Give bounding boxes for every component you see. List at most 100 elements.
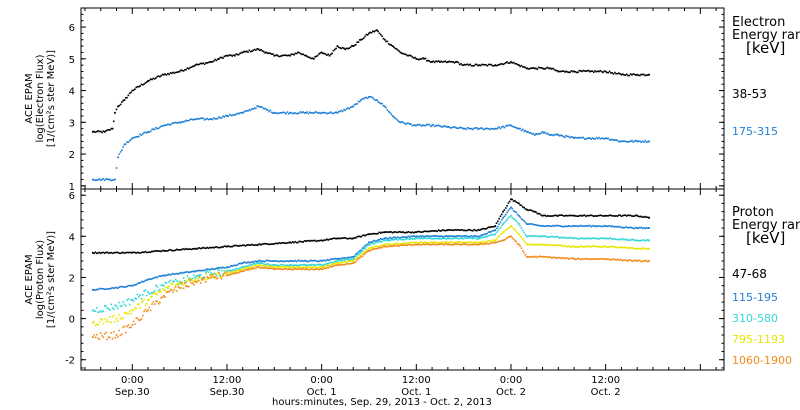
data-point [169, 124, 172, 126]
data-point [362, 234, 365, 236]
data-point [123, 286, 126, 289]
data-point [598, 258, 600, 260]
data-point [239, 271, 241, 273]
data-point [142, 294, 144, 296]
data-point [166, 274, 169, 276]
data-point [458, 241, 461, 243]
data-point [385, 245, 387, 248]
data-point [161, 287, 164, 290]
data-point [333, 237, 336, 240]
data-point [473, 127, 475, 130]
data-point [320, 111, 323, 114]
data-point [482, 128, 485, 131]
data-point [105, 130, 107, 132]
data-point [226, 54, 228, 57]
data-point [119, 252, 122, 255]
data-point [387, 245, 390, 247]
data-point [470, 235, 473, 237]
data-point [230, 245, 232, 248]
data-point [281, 54, 283, 57]
data-point [284, 264, 286, 267]
data-point [328, 265, 331, 268]
data-point [377, 232, 379, 235]
data-point [340, 262, 343, 264]
data-point [355, 257, 357, 260]
data-point [270, 265, 273, 268]
data-point [500, 126, 503, 128]
data-point [370, 233, 373, 235]
data-point [511, 125, 514, 128]
data-point [249, 266, 252, 269]
data-point [586, 214, 589, 217]
data-point [223, 245, 226, 248]
data-point [349, 259, 352, 262]
data-point [291, 53, 294, 56]
data-point [327, 259, 330, 262]
data-point [228, 54, 231, 56]
data-point [174, 273, 177, 275]
data-point [197, 117, 199, 120]
data-point [443, 244, 445, 246]
data-point [337, 261, 340, 264]
data-point [599, 214, 602, 216]
data-point [195, 269, 198, 272]
data-point [390, 237, 393, 240]
data-point [587, 69, 590, 72]
data-point [323, 267, 326, 269]
data-point [536, 212, 539, 215]
data-point [581, 237, 583, 240]
data-point [341, 110, 344, 113]
data-point [558, 256, 561, 259]
data-point [285, 267, 287, 270]
data-point [524, 208, 527, 210]
data-point [226, 270, 228, 273]
data-point [232, 272, 235, 274]
data-point [148, 131, 151, 133]
data-point [226, 274, 228, 277]
data-point [327, 239, 330, 241]
data-point [156, 75, 159, 78]
data-point [532, 255, 535, 258]
data-point [445, 238, 448, 240]
data-point [247, 110, 249, 112]
data-point [462, 237, 465, 240]
data-point [525, 67, 528, 70]
data-point [341, 263, 344, 266]
data-point [515, 240, 518, 243]
data-point [127, 251, 130, 254]
data-point [537, 255, 540, 258]
data-point [248, 244, 251, 246]
data-point [117, 156, 119, 159]
data-point [557, 236, 560, 238]
data-point [248, 268, 251, 270]
data-point [368, 243, 370, 246]
data-point [341, 237, 344, 240]
data-point [280, 112, 282, 114]
data-point [297, 268, 299, 270]
data-point [237, 267, 240, 270]
data-point [282, 241, 285, 244]
data-point [248, 261, 251, 264]
data-point [130, 284, 132, 287]
data-point [407, 243, 410, 246]
data-point [161, 284, 164, 286]
data-point [644, 260, 646, 262]
data-point [545, 235, 548, 238]
data-point [255, 264, 257, 267]
data-point [237, 262, 240, 265]
data-point [411, 244, 414, 246]
data-point [276, 112, 278, 114]
data-point [640, 141, 642, 143]
proton-series-795-1193 [91, 225, 650, 327]
data-point [558, 214, 561, 216]
data-point [93, 289, 95, 291]
data-point [507, 62, 510, 64]
data-point [403, 236, 406, 239]
data-point [206, 117, 209, 120]
data-point [322, 111, 324, 114]
data-point [299, 267, 302, 270]
data-point [348, 262, 351, 265]
data-point [489, 231, 491, 233]
data-point [603, 224, 606, 227]
data-point [117, 287, 119, 289]
